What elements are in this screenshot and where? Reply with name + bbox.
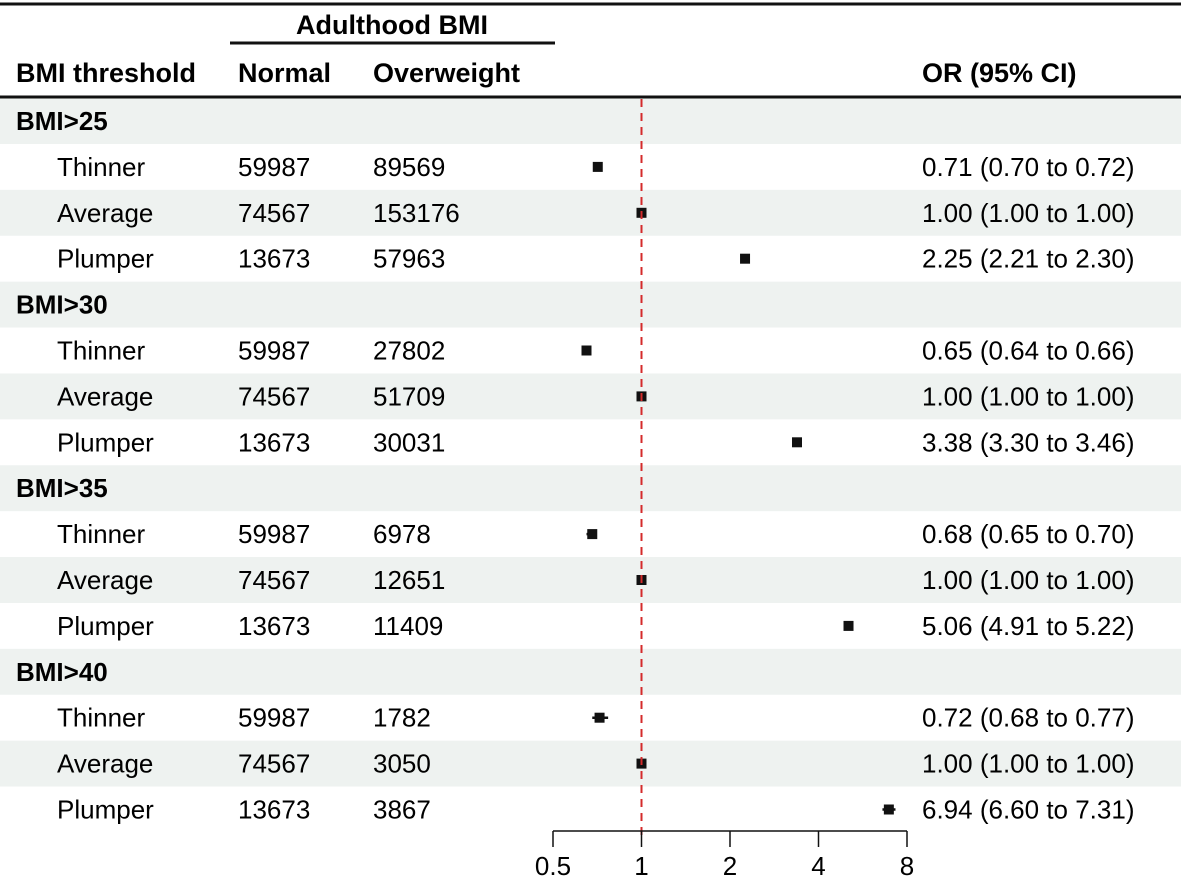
point-estimate xyxy=(581,345,592,356)
point-estimate xyxy=(791,437,802,448)
row-label: Average xyxy=(57,565,153,595)
normal-count: 59987 xyxy=(238,703,310,733)
col-threshold-header: BMI threshold xyxy=(16,58,196,88)
or-ci-text: 6.94 (6.60 to 7.31) xyxy=(922,795,1134,825)
row-label: Plumper xyxy=(57,427,154,457)
normal-count: 59987 xyxy=(238,519,310,549)
row-label: Thinner xyxy=(57,152,145,182)
point-estimate xyxy=(843,620,854,631)
normal-count: 74567 xyxy=(238,565,310,595)
x-axis: 0.5 1 2 4 8 xyxy=(535,830,914,880)
overweight-count: 3050 xyxy=(373,749,431,779)
or-ci-text: 1.00 (1.00 to 1.00) xyxy=(922,565,1134,595)
or-ci-text: 0.65 (0.64 to 0.66) xyxy=(922,336,1134,366)
normal-count: 59987 xyxy=(238,152,310,182)
row-stripe xyxy=(0,189,1181,236)
col-normal-header: Normal xyxy=(238,58,331,88)
row-stripe xyxy=(0,98,1181,144)
overweight-count: 30031 xyxy=(373,427,445,457)
or-ci-text: 0.71 (0.70 to 0.72) xyxy=(922,152,1134,182)
row-label: Plumper xyxy=(57,611,154,641)
row-stripe xyxy=(0,740,1181,787)
overweight-count: 6978 xyxy=(373,519,431,549)
normal-count: 13673 xyxy=(238,427,310,457)
or-ci-text: 1.00 (1.00 to 1.00) xyxy=(922,381,1134,411)
overweight-count: 153176 xyxy=(373,198,460,228)
normal-count: 74567 xyxy=(238,198,310,228)
or-ci-text: 2.25 (2.21 to 2.30) xyxy=(922,244,1134,274)
row-label: Thinner xyxy=(57,519,145,549)
row-label: Plumper xyxy=(57,244,154,274)
normal-count: 59987 xyxy=(238,336,310,366)
row-stripe xyxy=(0,465,1181,512)
or-ci-text: 1.00 (1.00 to 1.00) xyxy=(922,749,1134,779)
group-label: BMI>30 xyxy=(16,290,108,320)
or-ci-text: 0.72 (0.68 to 0.77) xyxy=(922,703,1134,733)
point-estimate xyxy=(883,804,894,815)
axis-tick-label: 2 xyxy=(723,851,737,880)
overweight-count: 3867 xyxy=(373,795,431,825)
point-estimate xyxy=(592,161,603,172)
overweight-count: 11409 xyxy=(373,611,443,641)
col-overweight-header: Overweight xyxy=(373,58,520,88)
point-estimate xyxy=(594,712,605,723)
normal-count: 13673 xyxy=(238,244,310,274)
normal-count: 13673 xyxy=(238,795,310,825)
or-ci-text: 0.68 (0.65 to 0.70) xyxy=(922,519,1134,549)
row-stripe xyxy=(0,281,1181,328)
span-label: Adulthood BMI xyxy=(296,10,488,40)
row-stripe xyxy=(0,557,1181,603)
col-or-header: OR (95% CI) xyxy=(922,58,1077,88)
or-ci-text: 1.00 (1.00 to 1.00) xyxy=(922,198,1134,228)
point-estimate xyxy=(740,253,751,264)
group-label: BMI>35 xyxy=(16,473,108,503)
axis-tick-label: 1 xyxy=(634,851,648,880)
row-label: Average xyxy=(57,198,153,228)
row-stripes xyxy=(0,98,1181,787)
row-label: Thinner xyxy=(57,336,145,366)
point-estimate xyxy=(587,529,598,540)
row-stripe xyxy=(0,648,1181,695)
or-ci-text: 3.38 (3.30 to 3.46) xyxy=(922,427,1134,457)
axis-tick-label: 8 xyxy=(900,851,914,880)
overweight-count: 12651 xyxy=(373,565,445,595)
or-ci-text: 5.06 (4.91 to 5.22) xyxy=(922,611,1134,641)
group-label: BMI>25 xyxy=(16,106,108,136)
normal-count: 74567 xyxy=(238,381,310,411)
row-label: Plumper xyxy=(57,795,154,825)
axis-tick-label: 0.5 xyxy=(535,851,571,880)
table-rows: BMI>25 Thinner 59987 89569 0.71 (0.70 to 0.7… xyxy=(16,106,1134,825)
row-label: Thinner xyxy=(57,703,145,733)
axis-tick-label: 4 xyxy=(811,851,825,880)
row-stripe xyxy=(0,373,1181,420)
row-label: Average xyxy=(57,749,153,779)
overweight-count: 51709 xyxy=(373,381,445,411)
normal-count: 13673 xyxy=(238,611,310,641)
overweight-count: 27802 xyxy=(373,336,445,366)
group-label: BMI>40 xyxy=(16,657,108,687)
row-label: Average xyxy=(57,381,153,411)
overweight-count: 1782 xyxy=(373,703,431,733)
overweight-count: 57963 xyxy=(373,244,445,274)
overweight-count: 89569 xyxy=(373,152,445,182)
normal-count: 74567 xyxy=(238,749,310,779)
